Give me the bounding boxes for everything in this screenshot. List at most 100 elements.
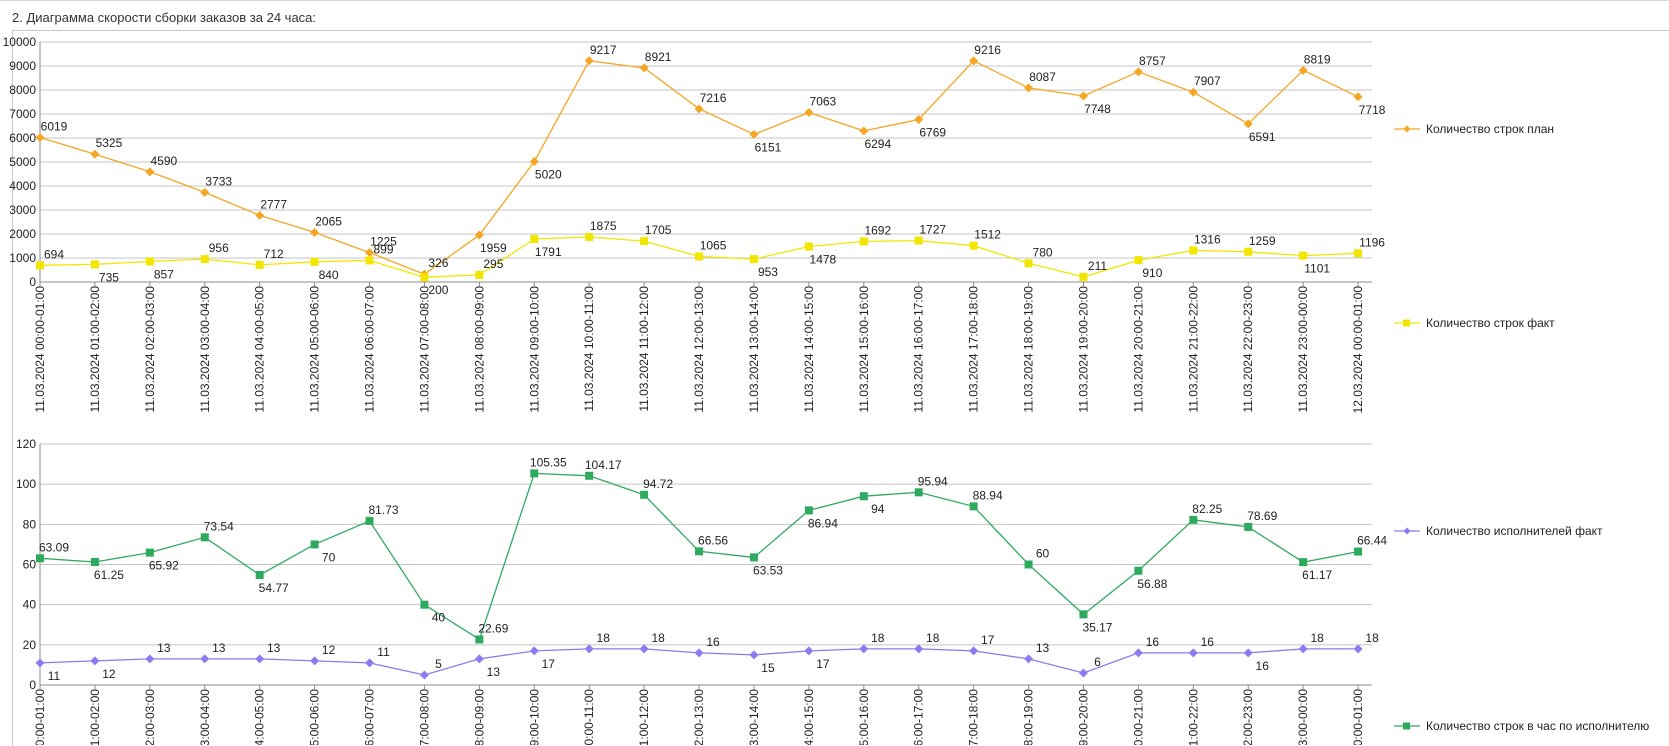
data-point bbox=[1079, 610, 1088, 619]
data-label: 66.56 bbox=[698, 533, 728, 547]
y-tick-label: 0 bbox=[29, 678, 36, 692]
data-label: 63.53 bbox=[753, 563, 783, 577]
y-tick-label: 6000 bbox=[9, 131, 36, 145]
data-label: 8819 bbox=[1304, 52, 1331, 66]
x-tick-label: 08:00-09:00 bbox=[472, 689, 486, 745]
data-point bbox=[804, 107, 814, 117]
data-label: 5325 bbox=[96, 136, 123, 150]
x-tick-label: 11.03.2024 06:00-07:00 bbox=[363, 286, 377, 413]
data-label: 70 bbox=[322, 550, 336, 564]
data-label: 1259 bbox=[1249, 234, 1276, 248]
x-tick-label: 11.03.2024 23:00-00:00 bbox=[1296, 286, 1310, 413]
data-label: 7907 bbox=[1194, 74, 1221, 88]
data-label: 8921 bbox=[645, 50, 672, 64]
y-tick-label: 10000 bbox=[3, 35, 37, 49]
data-point bbox=[145, 257, 154, 266]
data-point bbox=[310, 540, 319, 549]
data-label: 86.94 bbox=[808, 516, 838, 530]
y-tick-label: 8000 bbox=[9, 83, 36, 97]
data-point bbox=[90, 260, 99, 269]
x-tick-label: 11.03.2024 17:00-18:00 bbox=[967, 286, 981, 413]
data-point bbox=[420, 600, 429, 609]
data-label: 16 bbox=[706, 635, 720, 649]
x-tick-label: 12.03.2024 00:00-01:00 bbox=[1351, 286, 1365, 414]
data-point bbox=[859, 237, 868, 246]
x-tick-label: 11.03.2024 00:00-01:00 bbox=[33, 286, 47, 413]
data-label: 1705 bbox=[645, 223, 672, 237]
data-point bbox=[694, 104, 704, 114]
data-label: 94.72 bbox=[643, 477, 673, 491]
y-tick-label: 80 bbox=[23, 517, 37, 531]
data-point bbox=[694, 648, 704, 658]
data-point bbox=[804, 242, 813, 251]
data-point bbox=[255, 210, 265, 220]
x-tick-label: 07:00-08:00 bbox=[417, 689, 431, 745]
data-label: 81.73 bbox=[369, 503, 399, 517]
x-tick-label: 05:00-06:00 bbox=[308, 689, 322, 745]
data-point bbox=[804, 646, 814, 656]
x-tick-label: 11.03.2024 03:00-04:00 bbox=[198, 286, 212, 413]
x-tick-label: 11.03.2024 10:00-11:00 bbox=[582, 286, 596, 412]
y-tick-label: 40 bbox=[23, 598, 37, 612]
data-point bbox=[420, 273, 429, 282]
data-point bbox=[200, 533, 209, 542]
data-point bbox=[255, 260, 264, 269]
data-point bbox=[90, 149, 100, 159]
x-tick-label: 23:00-00:00 bbox=[1296, 689, 1310, 745]
data-label: 956 bbox=[209, 241, 229, 255]
data-point bbox=[529, 646, 539, 656]
data-label: 1875 bbox=[590, 219, 617, 233]
data-point bbox=[35, 133, 45, 143]
x-tick-label: 11.03.2024 13:00-14:00 bbox=[747, 286, 761, 413]
data-label: 780 bbox=[1033, 245, 1053, 259]
data-point bbox=[969, 56, 979, 66]
data-label: 1692 bbox=[864, 223, 891, 237]
x-tick-label: 11.03.2024 05:00-06:00 bbox=[308, 286, 322, 413]
data-label: 61.17 bbox=[1302, 568, 1332, 582]
data-point bbox=[1024, 259, 1033, 268]
data-label: 60 bbox=[1036, 547, 1050, 561]
data-label: 3733 bbox=[205, 174, 232, 188]
data-label: 7216 bbox=[700, 91, 727, 105]
data-label: 18 bbox=[651, 631, 665, 645]
data-point bbox=[1298, 644, 1308, 654]
data-point bbox=[1189, 246, 1198, 255]
x-tick-label: 03:00-04:00 bbox=[198, 689, 212, 745]
data-point bbox=[914, 644, 924, 654]
data-label: 82.25 bbox=[1192, 502, 1222, 516]
data-point bbox=[200, 255, 209, 264]
data-point bbox=[90, 656, 100, 666]
data-label: 13 bbox=[267, 641, 281, 655]
data-point bbox=[1299, 558, 1308, 567]
data-point bbox=[200, 187, 210, 197]
data-point bbox=[1354, 547, 1363, 556]
data-point bbox=[474, 654, 484, 664]
data-point bbox=[474, 230, 484, 240]
data-label: 54.77 bbox=[259, 581, 289, 595]
x-tick-label: 11.03.2024 15:00-16:00 bbox=[857, 286, 871, 413]
x-tick-label: 16:00-17:00 bbox=[912, 689, 926, 745]
data-label: 6294 bbox=[864, 137, 891, 151]
data-point bbox=[639, 63, 649, 73]
y-tick-label: 4000 bbox=[9, 179, 36, 193]
data-point bbox=[859, 644, 869, 654]
x-tick-label: 02:00-03:00 bbox=[143, 689, 157, 745]
data-label: 66.44 bbox=[1357, 534, 1387, 548]
data-label: 6591 bbox=[1249, 130, 1276, 144]
data-point bbox=[145, 167, 155, 177]
data-label: 1512 bbox=[974, 228, 1001, 242]
data-label: 2065 bbox=[315, 214, 342, 228]
data-label: 295 bbox=[483, 257, 503, 271]
data-label: 694 bbox=[44, 247, 64, 261]
data-label: 6769 bbox=[919, 126, 946, 140]
x-tick-label: 11.03.2024 08:00-09:00 bbox=[472, 286, 486, 413]
data-label: 18 bbox=[597, 631, 611, 645]
data-point bbox=[310, 656, 320, 666]
x-tick-label: 11.03.2024 12:00-13:00 bbox=[692, 286, 706, 413]
data-label: 1791 bbox=[535, 245, 562, 259]
data-label: 18 bbox=[1310, 631, 1324, 645]
data-point bbox=[585, 471, 594, 480]
data-point bbox=[310, 257, 319, 266]
legend-label: Количество исполнителей факт bbox=[1426, 524, 1603, 538]
